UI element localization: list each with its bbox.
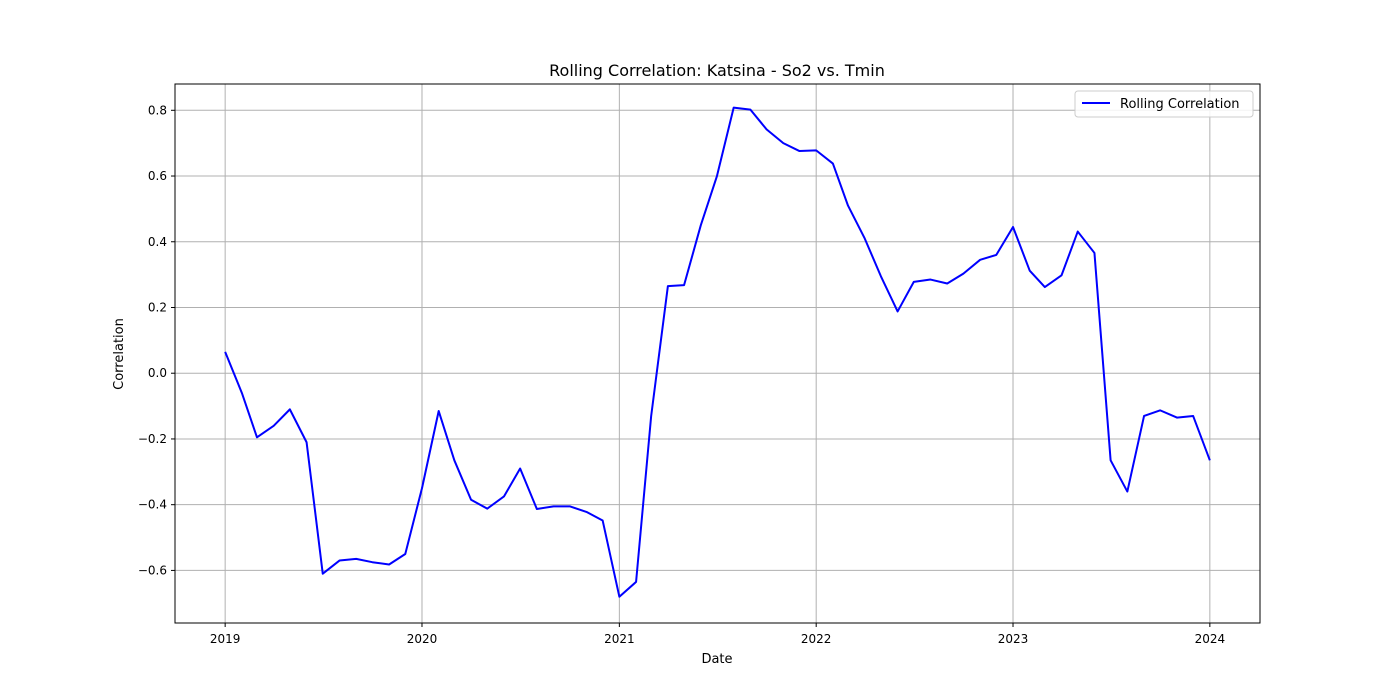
x-axis-label: Date [701,652,732,667]
y-tick-label: −0.6 [138,563,167,577]
y-axis-label: Correlation [112,318,127,390]
y-axis: −0.6 −0.4 −0.2 0.0 0.2 0.4 0.6 0.8 [138,103,175,577]
y-tick-label: 0.8 [148,103,167,117]
grid [175,84,1260,623]
series-line [224,106,1211,598]
legend-box [1074,90,1254,118]
legend-label: Rolling Correlation [1120,97,1240,112]
y-tick-label: 0.0 [148,366,167,380]
y-tick-label: 0.6 [148,169,167,183]
y-tick-label: −0.2 [138,432,167,446]
chart-title: Rolling Correlation: Katsina - So2 vs. T… [549,61,885,80]
x-tick-label: 2023 [998,632,1029,646]
y-tick-label: 0.4 [148,235,167,249]
x-tick-label: 2024 [1195,632,1226,646]
legend: Rolling Correlation [1074,90,1254,118]
y-tick-label: −0.4 [138,498,167,512]
x-axis: 2019 2020 2021 2022 2023 2024 [210,623,1225,646]
series-layer [224,106,1211,598]
plot-frame [174,83,1261,624]
x-tick-label: 2022 [801,632,832,646]
y-tick-label: 0.2 [148,300,167,314]
x-tick-label: 2020 [407,632,438,646]
x-tick-label: 2021 [604,632,635,646]
x-tick-label: 2019 [210,632,241,646]
